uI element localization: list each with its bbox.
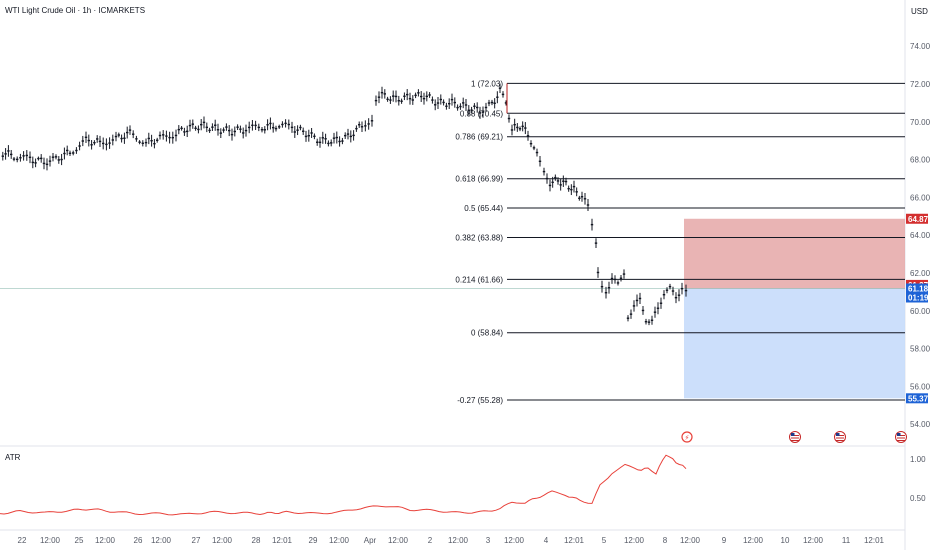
- price-axis-tick: 56.00: [910, 382, 931, 391]
- event-flag-icon[interactable]: ⚡: [681, 431, 693, 443]
- fib-level-label: 0.88 (70.45): [460, 109, 503, 118]
- price-tag-box: [906, 283, 928, 294]
- fib-level-label: 0.5 (65.44): [464, 204, 503, 213]
- time-axis-tick: 22: [18, 536, 27, 545]
- svg-text:⚡: ⚡: [685, 434, 690, 442]
- time-axis-tick: 11: [842, 536, 851, 545]
- time-axis-tick: 12:00: [151, 536, 172, 545]
- price-tag-box: [906, 213, 928, 224]
- time-axis-tick: 12:00: [743, 536, 764, 545]
- price-axis-tick: 74.00: [910, 42, 931, 51]
- atr-series-line: [0, 454, 687, 516]
- time-axis-tick: 12:01: [272, 536, 293, 545]
- fib-level-label: 0.214 (61.66): [455, 275, 503, 284]
- take-profit-zone: [684, 288, 905, 399]
- fib-level-label: 1 (72.03): [471, 79, 503, 88]
- price-axis-tick: 60.00: [910, 307, 931, 316]
- us-flag-icon[interactable]: [895, 431, 907, 443]
- time-axis-tick: 12:00: [329, 536, 350, 545]
- time-axis-tick: 2: [428, 536, 433, 545]
- fib-level-label: 0 (58.84): [471, 329, 503, 338]
- time-axis-tick: 12:00: [680, 536, 701, 545]
- price-tag-label: 61.18: [908, 284, 929, 293]
- price-tag-box: [906, 393, 928, 404]
- chart-title: WTI Light Crude Oil · 1h · ICMARKETS: [5, 6, 145, 15]
- price-axis-tick: 64.00: [910, 231, 931, 240]
- us-flag-icon[interactable]: [834, 431, 846, 443]
- fib-level-label: -0.27 (55.28): [457, 396, 503, 405]
- time-axis-tick: 26: [134, 536, 143, 545]
- time-axis-tick: 28: [252, 536, 261, 545]
- time-axis-tick: 27: [192, 536, 201, 545]
- fib-level-label: 0.618 (66.99): [455, 175, 503, 184]
- time-axis-tick: 25: [75, 536, 84, 545]
- stop-loss-zone: [684, 218, 905, 289]
- time-axis-tick: 12:00: [803, 536, 824, 545]
- price-tag-label: 01:19: [908, 293, 929, 302]
- time-axis-tick: 12:01: [564, 536, 585, 545]
- price-axis-tick: 68.00: [910, 156, 931, 165]
- atr-axis-tick: 0.50: [910, 494, 926, 503]
- price-axis-tick: 62.00: [910, 269, 931, 278]
- time-axis-tick: 29: [309, 536, 318, 545]
- us-flag-icon[interactable]: [789, 431, 801, 443]
- currency-label[interactable]: USD: [911, 7, 928, 16]
- time-axis-tick: 12:00: [448, 536, 469, 545]
- time-axis-tick: 8: [663, 536, 668, 545]
- price-axis-tick: 66.00: [910, 193, 931, 202]
- price-axis-tick: 70.00: [910, 118, 931, 127]
- time-axis-tick: Apr: [364, 536, 377, 545]
- price-axis-tick: 72.00: [910, 80, 931, 89]
- price-axis-tick: 54.00: [910, 420, 931, 429]
- time-axis-tick: 12:00: [504, 536, 525, 545]
- time-axis-tick: 10: [781, 536, 790, 545]
- time-axis-tick: 9: [722, 536, 727, 545]
- time-axis-tick: 3: [486, 536, 491, 545]
- time-axis-tick: 12:00: [624, 536, 645, 545]
- time-axis-tick: 12:00: [388, 536, 409, 545]
- price-tag-label: 64.87: [908, 215, 929, 224]
- time-axis-tick: 12:01: [864, 536, 885, 545]
- time-axis-tick: 5: [602, 536, 607, 545]
- atr-axis-tick: 1.00: [910, 455, 926, 464]
- fib-level-label: 0.382 (63.88): [455, 233, 503, 242]
- time-axis-tick: 12:00: [95, 536, 116, 545]
- time-axis-tick: 12:00: [212, 536, 233, 545]
- fib-level-label: 0.786 (69.21): [455, 133, 503, 142]
- time-axis-tick: 12:00: [40, 536, 61, 545]
- price-axis-tick: 58.00: [910, 345, 931, 354]
- price-tag-box: [906, 292, 928, 303]
- indicator-title: ATR: [5, 453, 21, 462]
- time-axis-tick: 4: [544, 536, 549, 545]
- price-tag-label: 55.37: [908, 394, 929, 403]
